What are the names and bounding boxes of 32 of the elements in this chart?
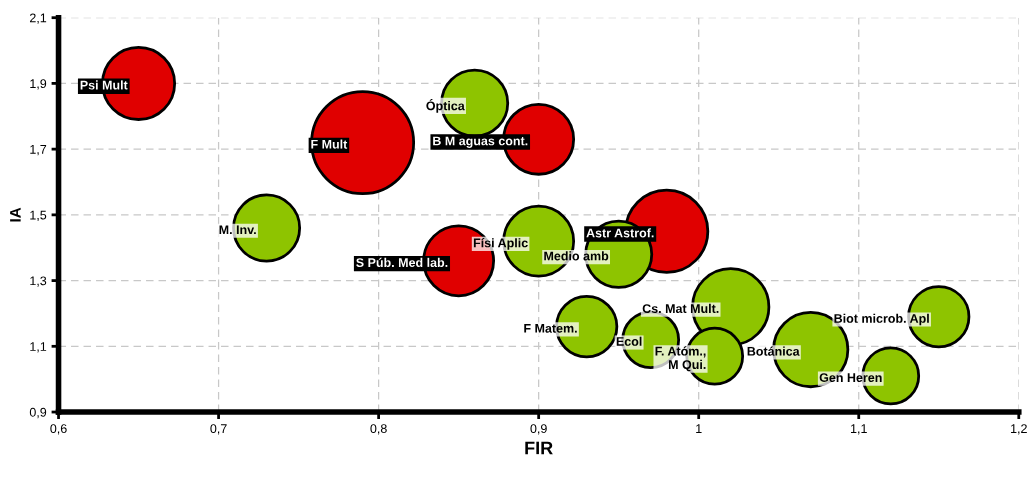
y-tick-label: 1,1: [30, 342, 47, 353]
x-tick-label: 0,8: [370, 424, 387, 435]
annotation: S Púb. Med lab.: [356, 257, 448, 267]
annotation: B M aguas cont.: [433, 136, 528, 148]
x-tick-label: 0,7: [210, 424, 227, 435]
x-tick-label: 1: [696, 424, 702, 433]
y-axis-title: IA: [10, 207, 21, 222]
y-tick-label: 1,7: [30, 145, 47, 156]
annotation: Físi Aplic: [473, 238, 528, 250]
x-tick-label: 0,9: [530, 424, 547, 435]
annotation: Medio amb: [544, 251, 609, 261]
annotation: Óptica: [426, 99, 465, 113]
y-tick-label: 2,1: [29, 13, 47, 24]
annotation: F Mult: [311, 139, 348, 149]
annotation: Psi Mult: [80, 80, 128, 90]
annotation: Gen Heren: [819, 373, 882, 383]
annotation: F. Atóm., M Qui.: [655, 346, 706, 372]
annotation: Biot microb. Apl: [834, 313, 929, 326]
x-tick-label: 0,6: [50, 424, 67, 435]
x-tick-label: 1,2: [1011, 424, 1027, 435]
x-axis-title: FIR: [525, 441, 553, 455]
annotation: Astr Astrof.: [586, 228, 654, 238]
y-tick-label: 1,3: [30, 276, 47, 287]
annotation: Botánica: [747, 346, 800, 356]
annotation: Ecol: [616, 336, 642, 346]
y-tick-label: 1,9: [30, 79, 47, 90]
annotation: Cs. Mat Mult.: [642, 303, 719, 314]
annotation: M. Inv.: [219, 225, 256, 235]
annotation: F Matem.: [524, 324, 577, 333]
y-tick-label: 0,9: [29, 407, 47, 419]
y-tick-label: 1,5: [30, 210, 47, 221]
x-tick-label: 1,1: [851, 424, 867, 435]
